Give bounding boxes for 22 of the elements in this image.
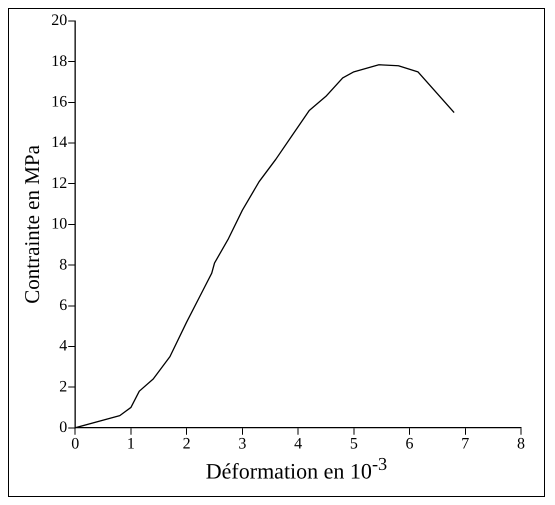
y-tick-label: 0: [59, 419, 68, 436]
y-tick-label: 10: [51, 216, 68, 233]
x-tick-label: 1: [126, 436, 135, 453]
y-tick-label: 6: [59, 296, 68, 314]
y-tick-label: 18: [51, 52, 68, 70]
y-axis-title: Contrainte en MPa: [20, 144, 44, 304]
y-tick-label: 14: [51, 134, 68, 152]
x-tick-label: 3: [238, 436, 246, 453]
y-tick-label: 12: [51, 174, 68, 192]
x-tick-label: 6: [406, 436, 414, 453]
y-tick-label: 8: [59, 256, 68, 274]
y-tick-label: 2: [59, 378, 68, 396]
y-tick-label: 16: [51, 94, 68, 111]
x-tick-label: 7: [461, 436, 470, 453]
x-tick-label: 5: [350, 436, 358, 453]
y-tick-label: 4: [59, 338, 68, 355]
x-tick-label: 8: [517, 436, 525, 453]
x-tick-label: 4: [294, 436, 302, 453]
x-tick-label: 0: [71, 436, 80, 453]
x-axis-title: Déformation en 10$^{-3}$: [204, 454, 388, 484]
x-tick-label: 2: [182, 436, 191, 453]
y-tick-label: 20: [51, 12, 68, 30]
